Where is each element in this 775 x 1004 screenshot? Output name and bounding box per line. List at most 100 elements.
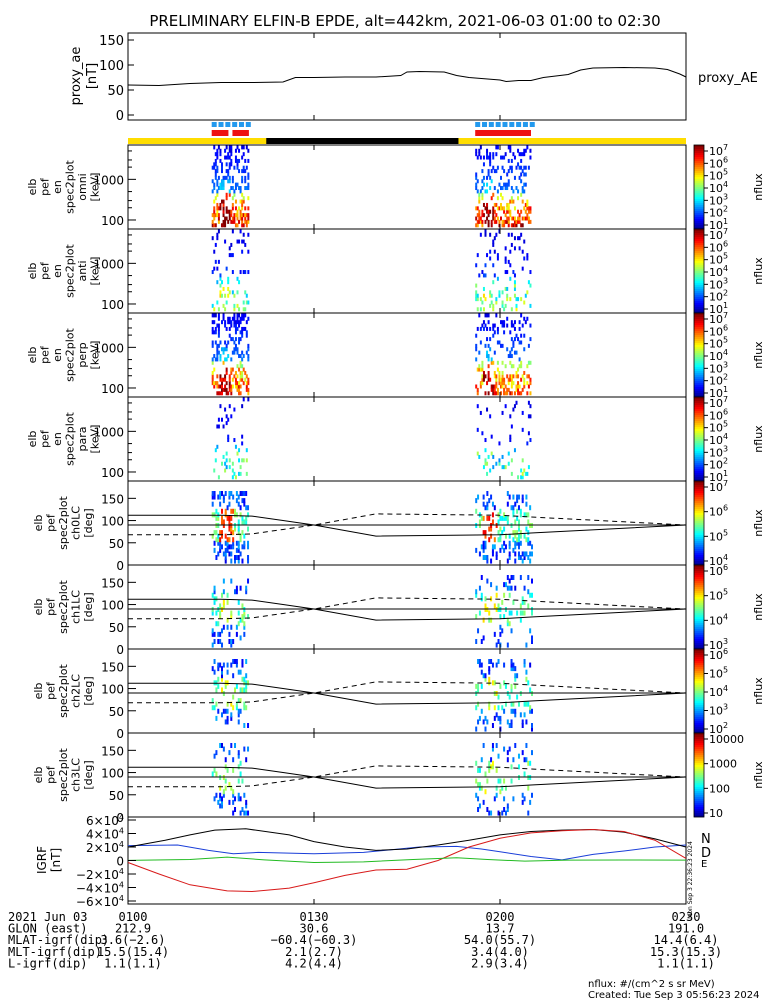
pitch-angle-pixel xyxy=(499,515,502,521)
spectrogram-pixel xyxy=(507,451,510,456)
spectrogram-pixel xyxy=(492,242,495,247)
colorbar-segment xyxy=(694,447,704,450)
spectrogram-pixel xyxy=(224,223,227,228)
pitch-angle-pixel xyxy=(525,512,528,518)
spectrogram-pixel xyxy=(503,182,506,187)
legend-proxy-ae: proxy_AE xyxy=(698,71,758,86)
colorbar-segment xyxy=(694,209,704,212)
pitch-angle-pixel xyxy=(516,540,519,546)
spectrogram-pixel xyxy=(241,175,244,180)
spectrogram-pixel xyxy=(238,313,241,318)
spectrogram-pixel xyxy=(475,333,478,338)
colorbar-segment xyxy=(694,583,704,586)
colorbar-segment xyxy=(694,277,704,280)
spectrogram-pixel xyxy=(486,354,489,359)
pitch-angle-pixel xyxy=(510,723,513,728)
pitch-angle-pixel xyxy=(241,530,244,536)
pitch-angle-pixel xyxy=(221,673,223,679)
pitch-angle-pixel xyxy=(475,508,478,514)
colorbar-segment xyxy=(694,807,704,810)
spectrogram-pixel xyxy=(501,465,504,470)
spectrogram-pixel xyxy=(518,246,521,251)
colorbar-segment xyxy=(694,323,704,326)
spectrogram-bg xyxy=(128,229,686,313)
pitch-angle-pixel xyxy=(243,540,246,546)
pitch-angle-pixel xyxy=(490,526,493,532)
colorbar-unit: nflux xyxy=(752,173,765,201)
spectrogram-pixel xyxy=(520,209,523,214)
spectrogram-pixel xyxy=(216,206,219,211)
spectrogram-pixel xyxy=(506,347,509,352)
colorbar-segment xyxy=(694,571,704,574)
spectrogram-pixel xyxy=(504,384,507,389)
pitch-angle-pixel xyxy=(503,746,506,752)
spectrogram-pixel xyxy=(234,199,237,204)
panel-ylabel: spec2plot xyxy=(57,748,70,802)
spectrogram-pixel xyxy=(244,175,247,180)
colorbar-segment xyxy=(694,513,704,516)
pitch-angle-pixel xyxy=(499,526,502,532)
colorbar-segment xyxy=(694,639,704,642)
spectrogram-pixel xyxy=(523,316,526,321)
spectrogram-pixel xyxy=(521,169,524,174)
colorbar-segment xyxy=(694,337,704,340)
spectrogram-pixel xyxy=(233,293,236,298)
pitch-angle-pixel xyxy=(495,712,498,718)
spectrogram-pixel xyxy=(523,370,526,375)
spectrogram-pixel xyxy=(495,384,498,389)
spectrogram-pixel xyxy=(501,377,504,382)
spectrogram-pixel xyxy=(517,216,520,221)
spectrogram-pixel xyxy=(482,374,485,379)
spectrogram-pixel xyxy=(225,465,228,470)
panel-ylabel: pef xyxy=(45,765,58,784)
pitch-angle-pixel xyxy=(523,555,526,560)
pitch-angle-pixel xyxy=(517,753,520,759)
spectrogram-pixel xyxy=(484,374,487,379)
spectrogram-pixel xyxy=(493,209,496,214)
spectrogram-pixel xyxy=(487,354,490,359)
pitch-angle-pixel xyxy=(224,555,227,560)
colorbar-segment xyxy=(694,295,704,298)
spectrogram-pixel xyxy=(228,165,231,170)
spectrogram-pixel xyxy=(493,236,496,241)
panel-ylabel: ch0LC xyxy=(70,506,83,540)
pitch-angle-pixel xyxy=(514,743,517,748)
spectrogram-pixel xyxy=(504,219,507,224)
pitch-angle-pixel xyxy=(475,589,478,595)
colorbar-segment xyxy=(694,211,704,214)
pitch-angle-pixel xyxy=(527,589,530,595)
colorbar-segment xyxy=(694,539,704,542)
spectrogram-pixel xyxy=(238,384,241,389)
spectrogram-pixel xyxy=(234,148,237,153)
spectrogram-pixel xyxy=(230,162,233,167)
pitch-angle-pixel xyxy=(219,631,222,637)
spectrogram-pixel xyxy=(513,293,516,298)
pitch-angle-pixel xyxy=(490,558,493,564)
spectrogram-pixel xyxy=(238,323,241,328)
spectrogram-pixel xyxy=(228,333,231,338)
pitch-angle-pixel xyxy=(484,771,487,777)
colorbar-segment xyxy=(694,575,704,578)
colorbar-segment xyxy=(694,523,704,526)
pitch-angle-pixel xyxy=(503,582,506,588)
pitch-angle-pixel xyxy=(222,599,225,605)
pitch-angle-pixel xyxy=(480,575,483,580)
spectrogram-pixel xyxy=(216,350,219,355)
spectrogram-pixel xyxy=(214,313,217,318)
spectrogram-pixel xyxy=(478,313,481,318)
spectrogram-pixel xyxy=(225,343,228,348)
colorbar-segment xyxy=(694,671,704,674)
pitch-angle-pixel xyxy=(488,537,491,543)
colorbar-segment xyxy=(694,627,704,630)
spectrogram-pixel xyxy=(478,199,481,204)
spectrogram-pixel xyxy=(513,326,516,331)
colorbar-segment xyxy=(694,737,704,740)
colorbar-segment xyxy=(694,455,704,458)
spectrogram-pixel xyxy=(233,189,236,194)
spectrogram-pixel xyxy=(227,354,230,359)
pitch-angle-pixel xyxy=(211,610,214,616)
pitch-angle-pixel xyxy=(222,662,225,668)
colorbar-segment xyxy=(694,559,704,562)
spectrogram-pixel xyxy=(492,216,495,221)
spectrogram-pixel xyxy=(523,384,526,389)
